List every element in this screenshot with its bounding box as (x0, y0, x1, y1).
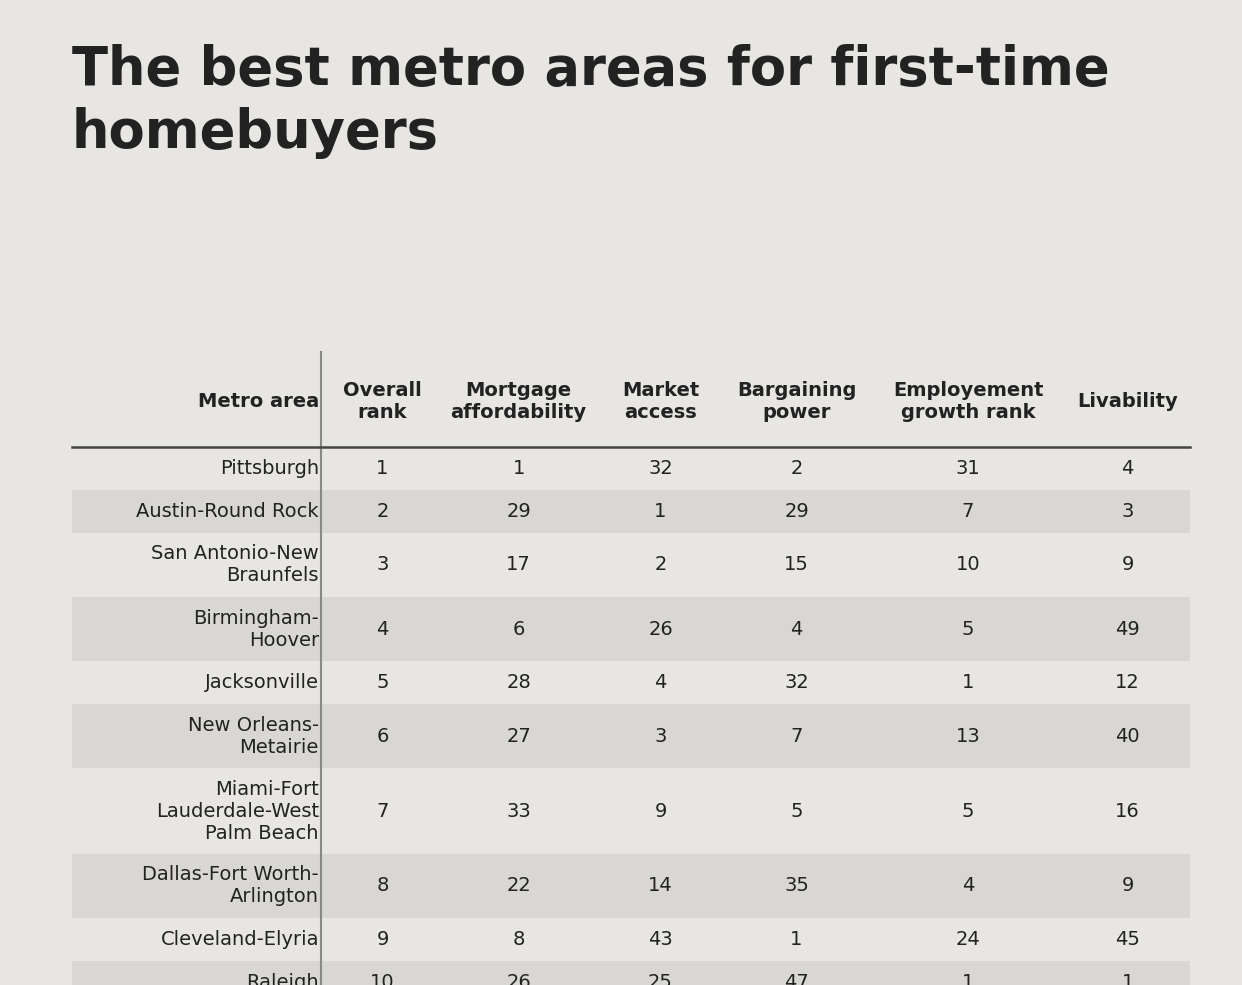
Text: 1: 1 (790, 930, 802, 949)
Text: 1: 1 (513, 459, 525, 478)
Text: 4: 4 (1122, 459, 1134, 478)
Text: 6: 6 (376, 727, 389, 746)
Text: Bargaining
power: Bargaining power (737, 380, 856, 423)
Text: Employement
growth rank: Employement growth rank (893, 380, 1043, 423)
Text: 4: 4 (790, 620, 802, 638)
Text: 1: 1 (961, 973, 974, 985)
Text: 29: 29 (784, 502, 809, 521)
Text: 12: 12 (1115, 673, 1140, 692)
Text: 3: 3 (376, 556, 389, 574)
Text: 7: 7 (376, 802, 389, 821)
Text: 8: 8 (513, 930, 525, 949)
Text: Birmingham-
Hoover: Birmingham- Hoover (194, 609, 319, 650)
Text: New Orleans-
Metairie: New Orleans- Metairie (188, 716, 319, 756)
Text: 9: 9 (1122, 556, 1134, 574)
Text: Miami-Fort
Lauderdale-West
Palm Beach: Miami-Fort Lauderdale-West Palm Beach (155, 779, 319, 842)
Text: Cleveland-Elyria: Cleveland-Elyria (160, 930, 319, 949)
Text: 45: 45 (1115, 930, 1140, 949)
Text: Market
access: Market access (622, 380, 699, 423)
Text: 40: 40 (1115, 727, 1140, 746)
Text: 4: 4 (376, 620, 389, 638)
Text: 7: 7 (790, 727, 802, 746)
Text: 10: 10 (370, 973, 395, 985)
Text: 43: 43 (648, 930, 673, 949)
Text: 5: 5 (376, 673, 389, 692)
Text: 26: 26 (507, 973, 530, 985)
Text: 29: 29 (507, 502, 530, 521)
Text: 5: 5 (961, 802, 974, 821)
Text: 8: 8 (376, 877, 389, 895)
Text: 3: 3 (1122, 502, 1134, 521)
Text: 7: 7 (961, 502, 974, 521)
Text: San Antonio-New
Braunfels: San Antonio-New Braunfels (152, 545, 319, 585)
Text: Metro area: Metro area (197, 392, 319, 411)
Text: 1: 1 (1122, 973, 1134, 985)
Text: 1: 1 (961, 673, 974, 692)
Text: Jacksonville: Jacksonville (205, 673, 319, 692)
Text: 9: 9 (655, 802, 667, 821)
Text: 2: 2 (376, 502, 389, 521)
Text: 15: 15 (784, 556, 809, 574)
Text: 24: 24 (955, 930, 980, 949)
Text: 28: 28 (507, 673, 530, 692)
Text: 25: 25 (648, 973, 673, 985)
Text: Livability: Livability (1077, 392, 1179, 411)
Text: 32: 32 (648, 459, 673, 478)
Text: 5: 5 (961, 620, 974, 638)
Text: 9: 9 (376, 930, 389, 949)
Text: 9: 9 (1122, 877, 1134, 895)
Text: 5: 5 (790, 802, 802, 821)
Text: Austin-Round Rock: Austin-Round Rock (137, 502, 319, 521)
Text: Dallas-Fort Worth-
Arlington: Dallas-Fort Worth- Arlington (143, 866, 319, 906)
Text: 32: 32 (784, 673, 809, 692)
Text: 1: 1 (376, 459, 389, 478)
Text: 10: 10 (956, 556, 980, 574)
Text: 27: 27 (507, 727, 530, 746)
Text: 4: 4 (961, 877, 974, 895)
Text: 4: 4 (655, 673, 667, 692)
Text: Pittsburgh: Pittsburgh (220, 459, 319, 478)
Text: Overall
rank: Overall rank (343, 380, 422, 423)
Text: 16: 16 (1115, 802, 1140, 821)
Text: 26: 26 (648, 620, 673, 638)
Text: 1: 1 (655, 502, 667, 521)
Text: The best metro areas for first-time
homebuyers: The best metro areas for first-time home… (72, 44, 1109, 159)
Text: 47: 47 (784, 973, 809, 985)
Text: Raleigh: Raleigh (246, 973, 319, 985)
Text: 22: 22 (507, 877, 530, 895)
Text: 17: 17 (507, 556, 530, 574)
Text: 13: 13 (955, 727, 980, 746)
Text: 35: 35 (784, 877, 809, 895)
Text: 31: 31 (955, 459, 980, 478)
Text: Mortgage
affordability: Mortgage affordability (451, 380, 586, 423)
Text: 6: 6 (513, 620, 525, 638)
Text: 14: 14 (648, 877, 673, 895)
Text: 3: 3 (655, 727, 667, 746)
Text: 49: 49 (1115, 620, 1140, 638)
Text: 2: 2 (655, 556, 667, 574)
Text: 2: 2 (790, 459, 802, 478)
Text: 33: 33 (507, 802, 530, 821)
